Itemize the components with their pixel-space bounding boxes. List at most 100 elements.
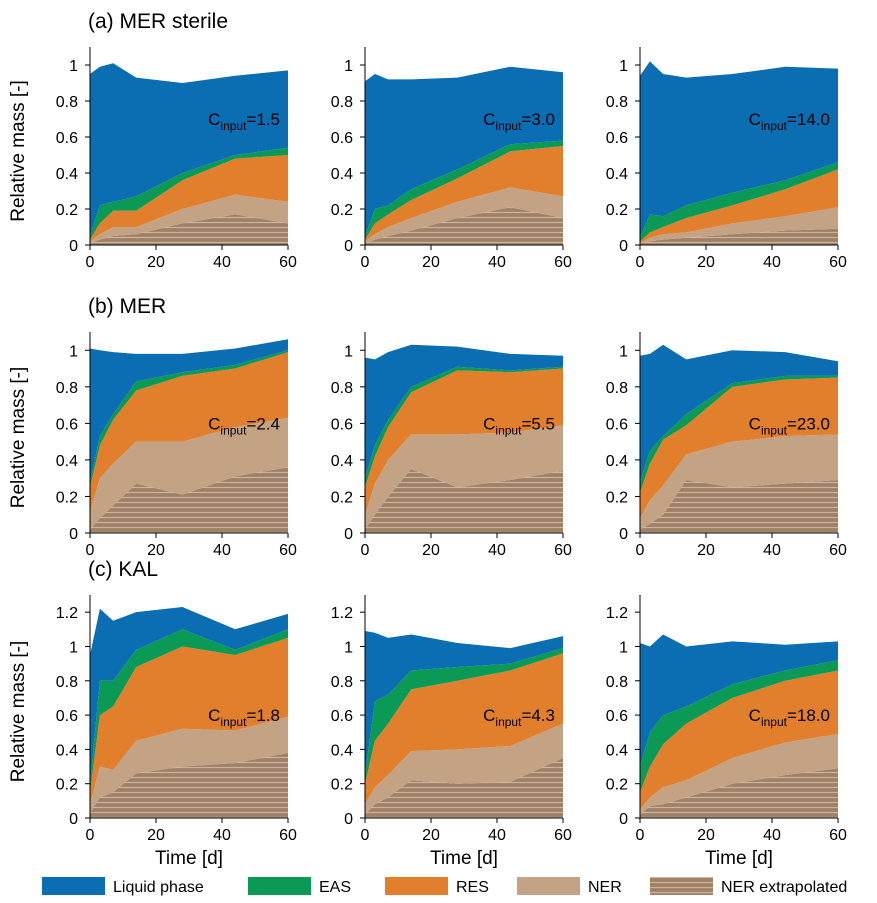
y-tick-label: 0.6 <box>56 130 78 147</box>
y-tick-label: 0 <box>69 238 78 255</box>
y-tick-label: 0.4 <box>56 742 78 759</box>
y-tick-label: 0.8 <box>606 94 628 111</box>
area <box>90 339 288 482</box>
x-tick-label: 0 <box>86 542 95 559</box>
x-tick-label: 40 <box>213 254 231 271</box>
x-tick-label: 20 <box>422 254 440 271</box>
y-tick-label: 0.2 <box>331 489 353 506</box>
y-axis-label: Relative mass [-] <box>8 641 29 782</box>
x-tick-label: 60 <box>554 827 572 844</box>
annotation-subscript: input <box>495 423 522 437</box>
y-tick-label: 0.4 <box>331 166 353 183</box>
area <box>90 350 288 488</box>
y-tick-label: 0.2 <box>331 777 353 794</box>
area <box>365 757 563 818</box>
y-tick-label: 1 <box>619 639 628 656</box>
y-tick-label: 1 <box>69 58 78 75</box>
x-tick-label: 60 <box>554 542 572 559</box>
annotation: Cinput=3.0 <box>483 110 555 133</box>
area <box>365 469 563 533</box>
y-tick-label: 0.8 <box>56 674 78 691</box>
x-tick-label: 0 <box>636 254 645 271</box>
y-tick-label: 0.6 <box>331 416 353 433</box>
y-tick-label: 0.6 <box>606 130 628 147</box>
y-tick-label: 0.2 <box>56 489 78 506</box>
annotation-symbol: C <box>483 706 495 725</box>
y-tick-label: 0 <box>619 238 628 255</box>
x-tick-label: 40 <box>488 827 506 844</box>
area <box>365 648 563 784</box>
y-tick-label: 1 <box>344 58 353 75</box>
plot <box>365 66 563 245</box>
legend-label: EAS <box>319 879 351 896</box>
area <box>640 377 838 519</box>
chart-title: (a) MER sterile <box>88 10 228 33</box>
y-tick-label: 0.2 <box>331 202 353 219</box>
plot <box>365 631 563 818</box>
area <box>90 352 288 512</box>
annotation-subscript: input <box>495 715 522 729</box>
y-tick-label: 1 <box>619 58 628 75</box>
annotation-value: =5.5 <box>521 414 555 433</box>
area <box>90 63 288 237</box>
y-axis-label: Relative mass [-] <box>8 367 29 508</box>
legend-swatch <box>517 877 580 895</box>
annotation-value: =18.0 <box>787 706 830 725</box>
annotation-symbol: C <box>208 414 220 433</box>
annotation-subscript: input <box>495 119 522 133</box>
area <box>90 214 288 245</box>
y-tick-label: 0 <box>69 811 78 828</box>
annotation: Cinput=1.8 <box>208 706 280 729</box>
x-tick-label: 0 <box>86 827 95 844</box>
area <box>90 716 288 813</box>
y-tick-label: 0 <box>344 526 353 543</box>
annotation-subscript: input <box>761 423 788 437</box>
annotation-value: =1.5 <box>246 110 280 129</box>
annotation-symbol: C <box>208 706 220 725</box>
x-tick-label: 20 <box>147 827 165 844</box>
y-tick-label: 0.4 <box>56 166 78 183</box>
legend-label: Liquid phase <box>113 879 204 896</box>
y-tick-label: 0.4 <box>606 166 628 183</box>
x-tick-label: 40 <box>763 542 781 559</box>
annotation-symbol: C <box>749 706 761 725</box>
area <box>365 344 563 479</box>
y-tick-label: 0.4 <box>606 742 628 759</box>
area <box>365 368 563 515</box>
area <box>90 637 288 805</box>
y-tick-label: 0.8 <box>606 674 628 691</box>
x-tick-label: 0 <box>361 254 370 271</box>
y-tick-label: 0.6 <box>331 130 353 147</box>
area <box>640 733 838 815</box>
y-tick-label: 0.4 <box>331 742 353 759</box>
annotation: Cinput=5.5 <box>483 414 555 437</box>
x-tick-label: 40 <box>763 254 781 271</box>
y-tick-label: 0.4 <box>606 453 628 470</box>
area <box>640 207 838 244</box>
y-tick-label: 1.2 <box>606 605 628 622</box>
plot <box>365 344 563 533</box>
y-tick-label: 0.2 <box>606 489 628 506</box>
annotation-subscript: input <box>220 715 247 729</box>
y-tick-label: 0.4 <box>56 453 78 470</box>
x-tick-label: 20 <box>697 254 715 271</box>
area <box>640 228 838 245</box>
area <box>640 169 838 244</box>
area <box>365 66 563 236</box>
x-axis-label: Time [d] <box>705 848 773 869</box>
y-tick-label: 1 <box>69 639 78 656</box>
y-tick-label: 0 <box>69 526 78 543</box>
annotation-symbol: C <box>208 110 220 129</box>
x-tick-label: 0 <box>361 827 370 844</box>
x-tick-label: 60 <box>279 542 297 559</box>
y-tick-label: 1 <box>69 343 78 360</box>
annotation-subscript: input <box>220 423 247 437</box>
x-tick-label: 60 <box>829 254 847 271</box>
chart-title: (b) MER <box>88 295 166 318</box>
area <box>365 425 563 530</box>
annotation: Cinput=14.0 <box>749 110 830 133</box>
annotation-value: =23.0 <box>787 414 830 433</box>
annotation: Cinput=18.0 <box>749 706 830 729</box>
y-tick-label: 0 <box>619 526 628 543</box>
x-axis-label: Time [d] <box>155 848 223 869</box>
